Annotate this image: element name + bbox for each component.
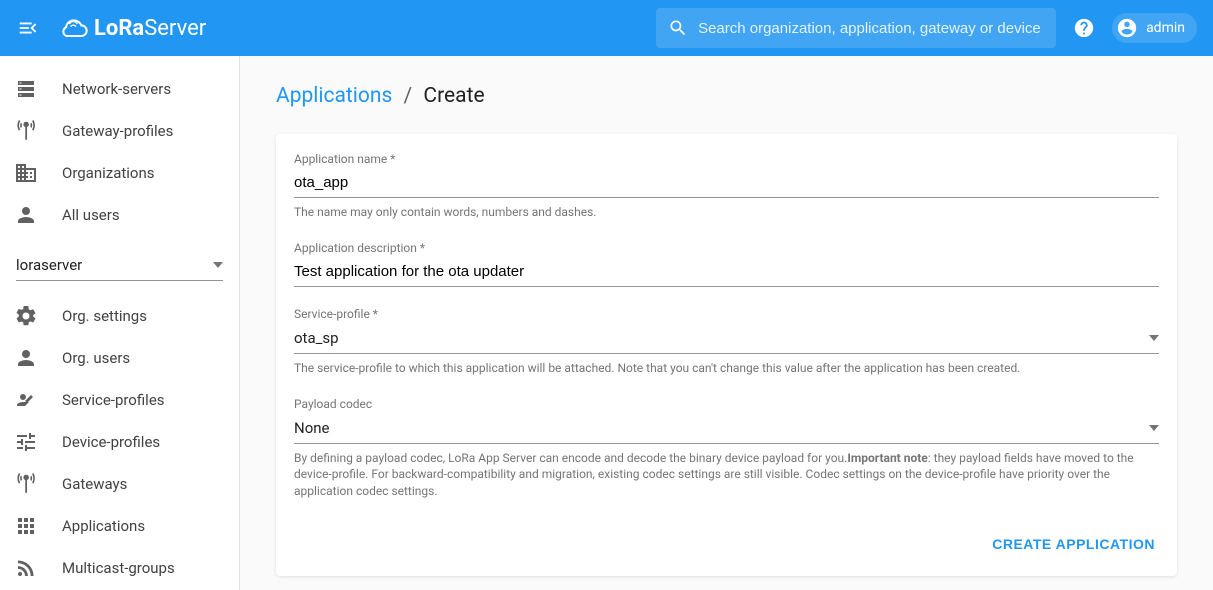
card-actions: CREATE APPLICATION [294,528,1159,560]
menu-toggle-button[interactable] [16,16,40,40]
antenna-icon [14,472,38,496]
sidebar-item-applications[interactable]: Applications [0,505,239,547]
help-button[interactable] [1072,16,1096,40]
person-icon [14,346,38,370]
org-selector[interactable]: loraserver [16,250,223,281]
field-app-desc: Application description * [294,241,1159,287]
org-selected-label: loraserver [16,256,82,274]
nav-item-label: Org. settings [62,307,147,325]
nav-item-label: Network-servers [62,80,171,98]
sidebar-item-gateways[interactable]: Gateways [0,463,239,505]
help-icon [1073,17,1095,39]
sidebar-item-device-profiles[interactable]: Device-profiles [0,421,239,463]
app-bar: LoRaServer admin [0,0,1213,56]
field-app-name: Application name * The name may only con… [294,152,1159,221]
sidebar: Network-servers Gateway-profiles Organizat… [0,56,240,590]
chevron-down-icon [213,262,223,268]
rss-icon [14,556,38,580]
gear-icon [14,304,38,328]
search-input[interactable] [698,20,1044,37]
service-profile-select[interactable]: ota_sp [294,325,1159,354]
breadcrumb-parent-link[interactable]: Applications [276,84,392,108]
nav-item-label: Org. users [62,349,130,367]
brand-name-bold: LoRa [94,16,144,41]
domain-icon [14,161,38,185]
sidebar-item-gateway-profiles[interactable]: Gateway-profiles [0,110,239,152]
app-name-label: Application name * [294,152,1159,166]
payload-codec-select[interactable]: None [294,415,1159,444]
nav-item-label: Applications [62,517,145,535]
payload-codec-help: By defining a payload codec, LoRa App Se… [294,450,1159,500]
tune-icon [14,430,38,454]
payload-codec-value: None [294,419,330,437]
breadcrumb-separator: / [404,84,413,108]
app-desc-input[interactable] [294,259,1159,287]
sidebar-item-service-profiles[interactable]: Service-profiles [0,379,239,421]
chevron-down-icon [1149,335,1159,341]
sidebar-item-multicast-groups[interactable]: Multicast-groups [0,547,239,589]
brand[interactable]: LoRaServer [56,12,206,44]
app-name-help: The name may only contain words, numbers… [294,204,1159,221]
sidebar-item-organizations[interactable]: Organizations [0,152,239,194]
person-card-icon [14,388,38,412]
menu-collapse-icon [17,17,39,39]
breadcrumb-current: Create [423,84,484,108]
brand-name-light: Server [144,16,206,41]
app-name-input[interactable] [294,170,1159,198]
user-chip[interactable]: admin [1112,13,1197,43]
field-service-profile: Service-profile * ota_sp The service-pro… [294,307,1159,377]
app-desc-label: Application description * [294,241,1159,255]
nav-item-label: Device-profiles [62,433,160,451]
user-avatar-icon [1116,17,1138,39]
sidebar-item-all-users[interactable]: All users [0,194,239,236]
create-application-card: Application name * The name may only con… [276,134,1177,576]
person-icon [14,203,38,227]
sidebar-item-org-users[interactable]: Org. users [0,337,239,379]
service-profile-help: The service-profile to which this applic… [294,360,1159,377]
main-content: Applications / Create Application name *… [240,56,1213,590]
dns-icon [14,77,38,101]
nav-item-label: Gateway-profiles [62,122,173,140]
create-application-button[interactable]: CREATE APPLICATION [988,528,1159,560]
chevron-down-icon [1149,425,1159,431]
search-box[interactable] [656,8,1056,48]
apps-icon [14,514,38,538]
service-profile-label: Service-profile * [294,307,1159,321]
sidebar-item-network-servers[interactable]: Network-servers [0,68,239,110]
search-icon [668,18,688,38]
user-label: admin [1146,20,1185,36]
sidebar-item-org-settings[interactable]: Org. settings [0,295,239,337]
nav-item-label: All users [62,206,120,224]
brand-cloud-icon [56,12,88,44]
nav-item-label: Service-profiles [62,391,165,409]
nav-item-label: Multicast-groups [62,559,175,577]
nav-item-label: Organizations [62,164,155,182]
field-payload-codec: Payload codec None By defining a payload… [294,397,1159,500]
breadcrumb: Applications / Create [276,84,1177,108]
payload-codec-label: Payload codec [294,397,1159,411]
antenna-icon [14,119,38,143]
nav-item-label: Gateways [62,475,127,493]
service-profile-value: ota_sp [294,329,339,347]
